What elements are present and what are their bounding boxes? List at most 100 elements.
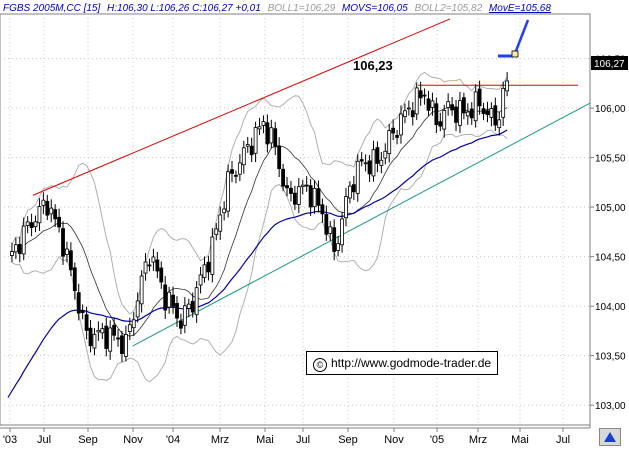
candle-body: [253, 127, 258, 154]
candle-body: [434, 103, 439, 126]
candle-body: [127, 324, 132, 332]
candle-body: [159, 267, 164, 283]
candle-body: [190, 300, 195, 313]
candle-body: [245, 144, 250, 147]
x-tick-label: Nov: [384, 434, 404, 446]
header-ohlc: H:106,30 L:106,26 C:106,27 +0,01: [107, 3, 261, 14]
last-price-box: [591, 56, 628, 70]
candle-body: [367, 160, 372, 175]
candle-body: [206, 261, 211, 273]
candle-body: [61, 228, 65, 257]
candle-body: [218, 214, 223, 232]
candle-body: [33, 221, 38, 228]
candle-body: [104, 325, 109, 349]
candle-body: [41, 199, 46, 206]
candle-body: [348, 185, 352, 199]
candle-body: [151, 256, 156, 263]
candle-body: [131, 319, 136, 329]
candle-body: [96, 329, 101, 333]
watermark-text: http://www.godmode-trader.de: [331, 356, 492, 370]
y-tick-label: 105,00: [595, 203, 626, 214]
candle-body: [363, 162, 368, 165]
x-tick-label: Mai: [511, 434, 529, 446]
candle-body: [391, 127, 396, 134]
candle-body: [257, 126, 262, 130]
candle-body: [465, 111, 470, 117]
candle-body: [461, 97, 466, 114]
candle-body: [214, 228, 219, 236]
candle-body: [501, 87, 506, 118]
x-tick-label: '04: [166, 434, 180, 446]
move-line: [7, 129, 508, 398]
projection-arrow: [512, 19, 530, 57]
candle-body: [473, 91, 478, 122]
candle-body: [351, 184, 356, 193]
candle-body: [37, 206, 42, 224]
candle-body: [171, 294, 175, 307]
candle-body: [120, 335, 124, 354]
candle-body: [261, 121, 266, 126]
candle-body: [163, 284, 168, 311]
y-tick-label: 106,00: [595, 104, 626, 115]
x-tick-label: Jul: [556, 434, 570, 446]
lower-trend-line: [132, 102, 591, 347]
projection-marker: [511, 50, 519, 58]
x-tick-label: Jul: [37, 434, 51, 446]
candle-body: [438, 121, 443, 127]
arrow-up-icon: [604, 432, 616, 442]
candle-body: [155, 259, 160, 272]
y-tick-label: 103,50: [595, 352, 626, 363]
candle-body: [359, 159, 364, 162]
candle-body: [277, 145, 282, 169]
candle-body: [179, 320, 183, 329]
candle-body: [234, 174, 238, 177]
movs-line: [11, 106, 508, 337]
candle-body: [458, 100, 462, 126]
candle-body: [222, 208, 227, 214]
candle-body: [383, 150, 388, 159]
candle-body: [481, 108, 486, 114]
candle-body: [454, 106, 458, 123]
candle-body: [226, 171, 230, 212]
candle-body: [332, 227, 337, 252]
candle-body: [147, 264, 152, 267]
candle-body: [72, 267, 77, 292]
y-tick-label: 104,50: [595, 253, 626, 264]
y-tick-label: 103,00: [595, 401, 626, 412]
candle-body: [285, 185, 289, 189]
candle-body: [237, 162, 242, 175]
candle-body: [108, 327, 113, 352]
candle-body: [355, 160, 360, 194]
candle-body: [25, 221, 30, 226]
candle-body: [485, 110, 490, 116]
candle-body: [387, 130, 392, 155]
y-tick-label: 105,50: [595, 154, 626, 165]
candle-body: [395, 135, 399, 138]
candle-body: [273, 128, 278, 148]
candle-body: [308, 185, 313, 208]
candle-body: [167, 291, 172, 308]
candle-body: [29, 222, 34, 228]
candle-body: [92, 333, 97, 349]
candle-body: [446, 101, 451, 108]
candle-body: [324, 214, 329, 235]
header-move: MovE=105,68: [489, 3, 551, 14]
candle-body: [371, 149, 376, 177]
candle-body: [175, 303, 179, 319]
candle-body: [76, 292, 81, 314]
scroll-corner-button[interactable]: [599, 428, 621, 446]
header-boll1: BOLL1=106,29: [268, 3, 336, 14]
candle-body: [414, 87, 419, 115]
candle-body: [139, 275, 144, 305]
bollinger-lower-line: [11, 129, 508, 383]
candle-body: [312, 187, 317, 208]
candle-body: [57, 216, 61, 228]
candle-body: [426, 98, 431, 111]
candle-body: [493, 105, 498, 126]
candle-body: [17, 243, 22, 254]
candle-body: [116, 337, 120, 340]
candle-body: [304, 184, 309, 187]
candle-body: [410, 110, 415, 118]
x-tick-label: '03: [3, 434, 17, 446]
